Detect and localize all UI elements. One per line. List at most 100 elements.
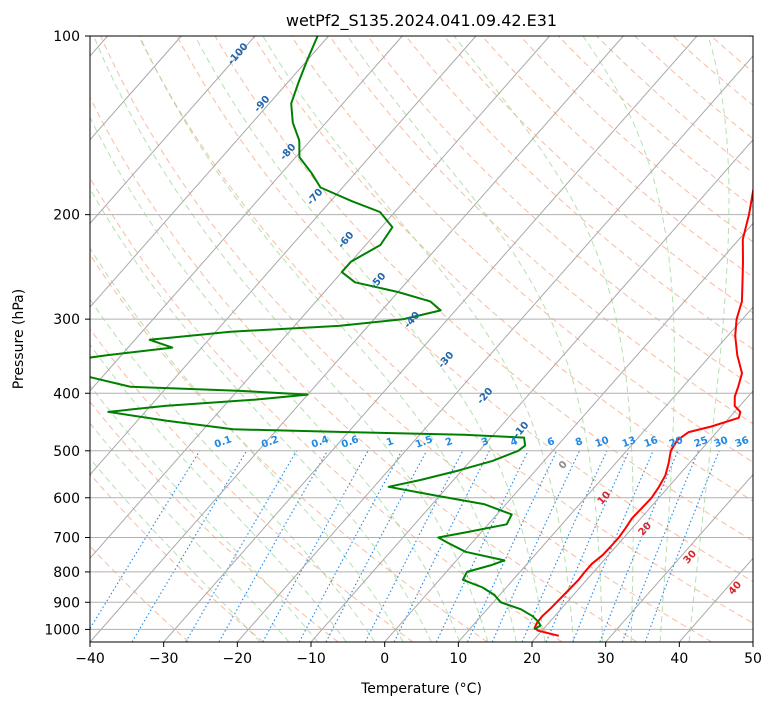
y-tick-label: 600 — [53, 491, 80, 507]
isotherm-line — [90, 36, 256, 225]
moist-adiabat — [582, 36, 675, 642]
moist-adiabat — [90, 116, 461, 642]
mixing-ratio-label: 30 — [713, 435, 730, 450]
moist-adiabat — [90, 384, 319, 642]
moist-adiabat — [93, 36, 489, 642]
mixing-ratio-label: 6 — [546, 436, 556, 449]
dry-adiabat — [176, 36, 753, 583]
x-tick-label: −40 — [75, 651, 105, 667]
plot-background — [90, 36, 753, 642]
moist-adiabat — [194, 36, 546, 642]
y-axis: 100 200 300 400 500 600 700 800 900 1000 — [44, 29, 90, 638]
moist-adiabat — [688, 36, 730, 642]
dewpoint-line — [90, 36, 542, 631]
x-tick-label: −10 — [296, 651, 326, 667]
dry-adiabat — [90, 473, 264, 642]
moist-adiabat — [262, 36, 575, 642]
x-tick-label: −30 — [149, 651, 179, 667]
y-axis-label: Pressure (hPa) — [11, 289, 27, 389]
dry-adiabat — [138, 36, 753, 624]
isotherm-line — [90, 36, 403, 392]
mixing-ratio-label: 3 — [480, 436, 490, 449]
mixing-ratio-label: 8 — [574, 436, 584, 449]
x-tick-label: 30 — [597, 651, 615, 667]
y-tick-label: 200 — [53, 208, 80, 224]
mixing-ratio-line — [621, 450, 699, 642]
isotherm-line — [90, 36, 477, 476]
isotherm-line — [531, 390, 753, 642]
moist-adiabats — [90, 36, 730, 642]
moist-adiabat — [90, 343, 347, 642]
isotherm-line — [605, 473, 753, 642]
mixing-ratio-line — [572, 450, 654, 642]
mixing-ratio-line — [644, 450, 720, 642]
mixing-ratio-line — [545, 450, 630, 642]
dry-adiabat — [90, 400, 339, 642]
dry-adiabat — [90, 253, 488, 642]
mixing-ratio-label: 36 — [734, 435, 751, 450]
isotherm-line — [236, 55, 753, 642]
chart-title: wetPf2_S135.2024.041.09.42.E31 — [286, 11, 557, 31]
y-tick-label: 900 — [53, 595, 80, 611]
moist-adiabat — [90, 187, 432, 642]
mixing-ratio-label: 20 — [668, 435, 685, 450]
mixing-ratio-line — [298, 450, 403, 642]
mixing-ratio-line — [325, 450, 428, 642]
dry-adiabat — [290, 36, 753, 463]
isotherm-line — [384, 222, 753, 642]
moist-adiabat — [90, 422, 290, 642]
dry-adiabat — [252, 36, 753, 502]
dry-adiabats — [90, 36, 753, 642]
y-tick-label: 1000 — [44, 622, 80, 638]
y-tick-label: 400 — [53, 386, 80, 402]
isotherm-line — [90, 36, 182, 141]
mixing-ratio-line — [262, 450, 369, 642]
dry-adiabat — [90, 545, 190, 642]
temperature-line — [533, 186, 753, 637]
y-tick-label: 300 — [53, 312, 80, 328]
mixing-ratio-label: 1 — [385, 436, 395, 449]
isotherms — [90, 36, 753, 642]
x-tick-label: 50 — [744, 651, 762, 667]
mixing-ratio-line — [393, 450, 490, 642]
isotherm-line — [90, 36, 624, 642]
mixing-ratio-label: 2 — [444, 436, 454, 449]
dry-adiabat — [329, 36, 753, 425]
mixing-ratio-label: 25 — [693, 435, 710, 450]
isotherm-line — [457, 306, 753, 642]
moist-adiabat — [90, 457, 261, 642]
moist-adiabat — [90, 298, 376, 642]
x-axis: −40 −30 −20 −10 0 10 20 30 40 50 — [75, 642, 762, 667]
mixing-ratio-label: 13 — [621, 435, 638, 450]
moist-adiabat — [139, 36, 517, 642]
isotherm-line — [90, 36, 550, 560]
y-tick-label: 800 — [53, 565, 80, 581]
mixing-ratio-line — [521, 450, 608, 642]
x-tick-label: −20 — [223, 651, 253, 667]
moist-adiabat — [453, 36, 634, 642]
x-axis-label: Temperature (°C) — [360, 681, 482, 697]
dry-adiabat — [367, 36, 753, 387]
x-tick-label: 40 — [670, 651, 688, 667]
profile-series — [90, 36, 753, 637]
moist-adiabat — [90, 247, 404, 642]
isotherm-line — [90, 36, 329, 308]
mixing-ratio-label: 16 — [643, 435, 660, 450]
x-tick-label: 10 — [449, 651, 467, 667]
y-tick-label: 100 — [53, 29, 80, 45]
dry-adiabat — [100, 36, 712, 642]
isotherm-line — [752, 641, 753, 642]
isotherm-line — [163, 36, 698, 642]
y-tick-label: 700 — [53, 531, 80, 547]
mixing-ratio-label: 10 — [594, 435, 611, 450]
plot-frame — [89, 35, 754, 643]
pressure-gridlines — [90, 36, 753, 630]
moist-adiabat — [347, 36, 603, 642]
mixing-ratio-label: 4 — [509, 436, 519, 449]
mixing-ratio-line — [599, 450, 679, 642]
isotherm-line — [310, 138, 753, 642]
y-tick-label: 500 — [53, 444, 80, 460]
x-tick-label: 0 — [380, 651, 389, 667]
x-tick-label: 20 — [523, 651, 541, 667]
